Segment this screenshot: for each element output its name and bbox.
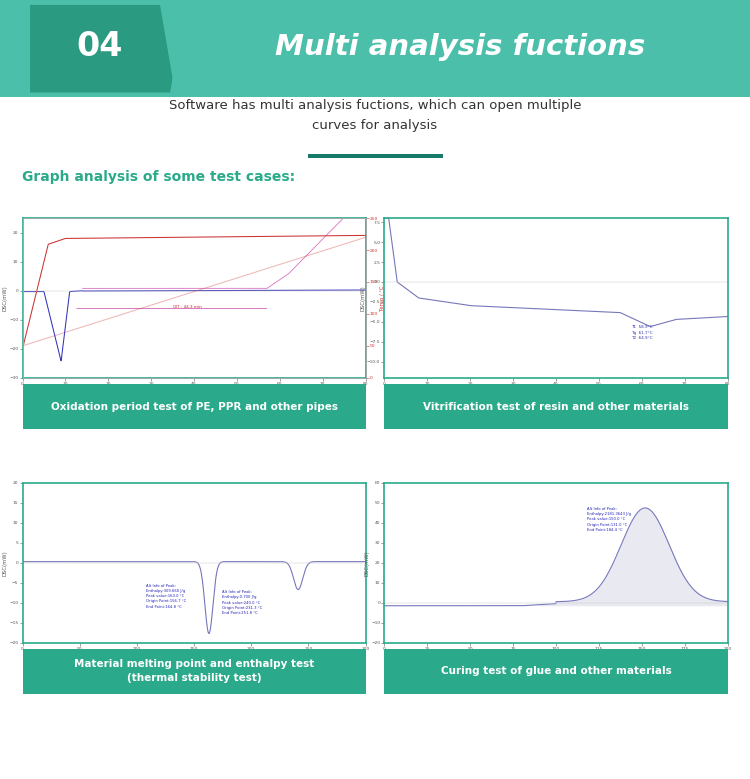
Text: Multi analysis fuctions: Multi analysis fuctions [274, 33, 645, 61]
X-axis label: Temp / °C: Temp / °C [543, 387, 568, 393]
Text: Alt Info of Peak:
Enthalpy:0.700 J/g
Peak value:240.0 °C
Origin Point:231.3 °C
E: Alt Info of Peak: Enthalpy:0.700 J/g Pea… [221, 590, 262, 615]
Text: 04: 04 [76, 30, 123, 63]
FancyBboxPatch shape [364, 382, 748, 432]
FancyBboxPatch shape [2, 382, 386, 432]
Y-axis label: DSC(mW): DSC(mW) [3, 285, 8, 311]
Polygon shape [170, 5, 750, 93]
Text: Alt Info of Peak:
Enthalpy:2181.3643 J/g
Peak value:150.0 °C
Origin Point:131.0 : Alt Info of Peak: Enthalpy:2181.3643 J/g… [586, 507, 631, 532]
Y-axis label: DSC(mW): DSC(mW) [364, 550, 370, 576]
Y-axis label: DSC(mW): DSC(mW) [361, 285, 365, 311]
X-axis label: Time / min: Time / min [180, 387, 209, 393]
Text: Graph analysis of some test cases:: Graph analysis of some test cases: [22, 170, 296, 184]
FancyBboxPatch shape [2, 647, 386, 696]
Text: T1  58.9°C
Tg  61.7°C
T2  64.9°C: T1 58.9°C Tg 61.7°C T2 64.9°C [632, 326, 653, 340]
FancyBboxPatch shape [364, 647, 748, 696]
X-axis label: Temp / °C: Temp / °C [543, 652, 568, 657]
Text: Curing test of glue and other materials: Curing test of glue and other materials [440, 667, 671, 676]
Y-axis label: DSC(mW): DSC(mW) [3, 550, 8, 576]
X-axis label: Temp / °C: Temp / °C [182, 652, 207, 657]
Text: Material melting point and enthalpy test
(thermal stability test): Material melting point and enthalpy test… [74, 660, 314, 683]
Y-axis label: Temp / °C: Temp / °C [380, 285, 385, 311]
Text: Alt Info of Peak:
Enthalpy:309.660 J/g
Peak value:163.0 °C
Origin Point:156.7 °C: Alt Info of Peak: Enthalpy:309.660 J/g P… [146, 583, 186, 608]
Text: OIT : 44.3 min: OIT : 44.3 min [173, 305, 202, 308]
Text: Software has multi analysis fuctions, which can open multiple
curves for analysi: Software has multi analysis fuctions, wh… [169, 100, 581, 132]
Polygon shape [30, 5, 175, 93]
Text: Vitrification test of resin and other materials: Vitrification test of resin and other ma… [423, 402, 689, 411]
FancyBboxPatch shape [308, 153, 442, 158]
Text: Oxidation period test of PE, PPR and other pipes: Oxidation period test of PE, PPR and oth… [50, 402, 338, 411]
